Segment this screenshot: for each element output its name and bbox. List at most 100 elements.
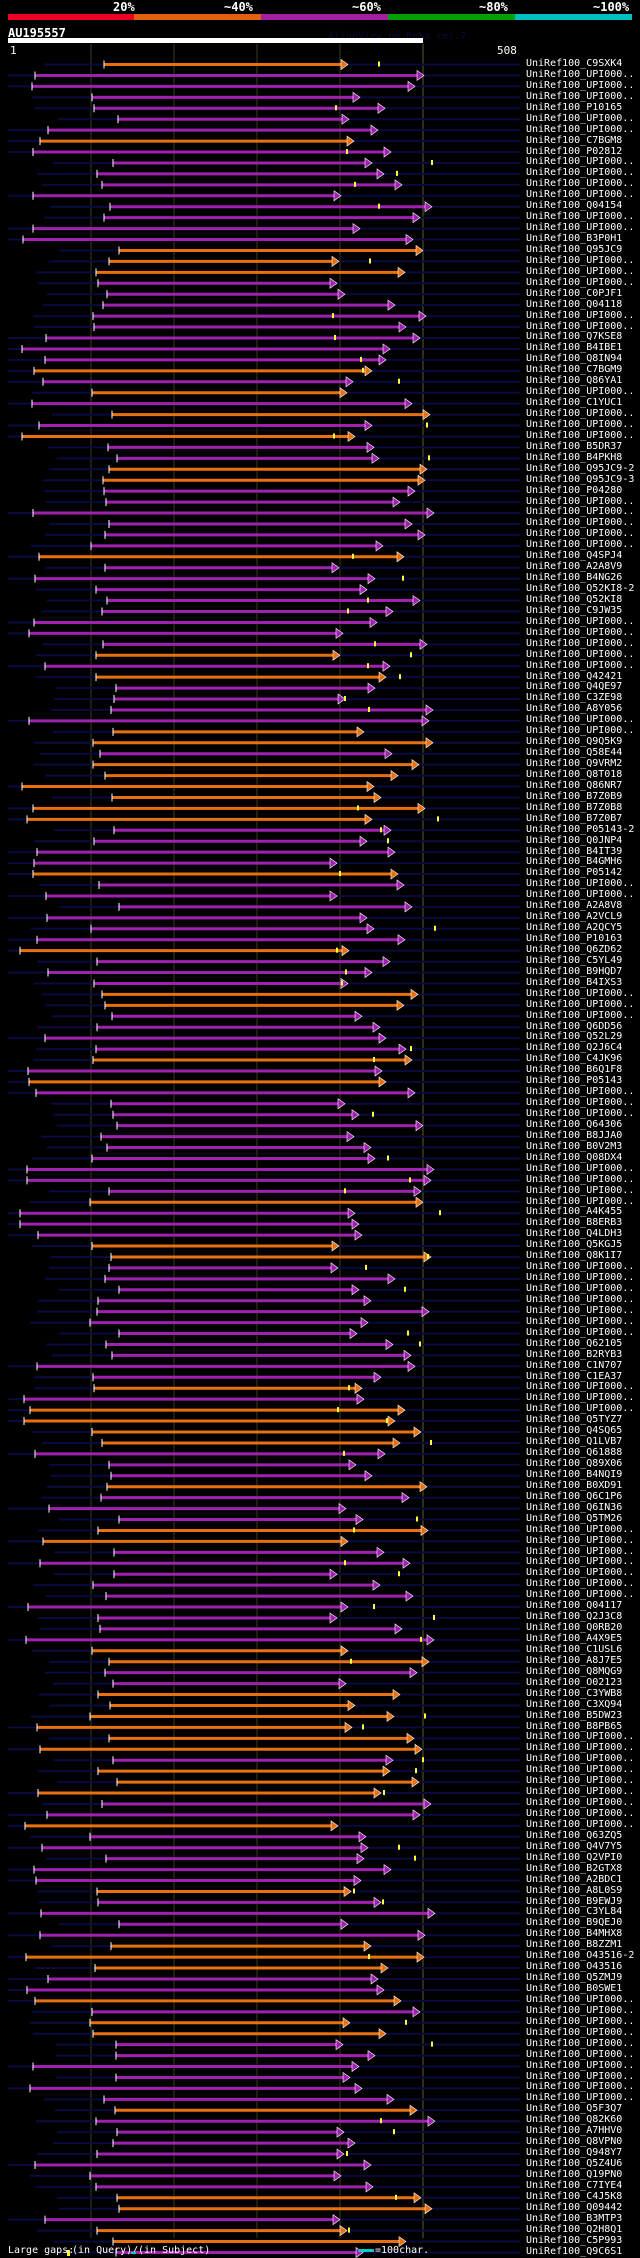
hit-label[interactable]: UniRef100_UPI000.. xyxy=(526,539,635,551)
hit-label[interactable]: UniRef100_Q0RB20 xyxy=(526,1622,623,1634)
hit-label[interactable]: UniRef100_C9SXK4 xyxy=(526,58,623,69)
hit-label[interactable]: UniRef100_A2VCL9 xyxy=(526,911,623,923)
hit-label[interactable]: UniRef100_Q1LVB7 xyxy=(526,1436,623,1448)
hit-label[interactable]: UniRef100_B2GTX8 xyxy=(526,1862,623,1874)
hit-label[interactable]: UniRef100_UPI000.. xyxy=(526,189,635,201)
hit-label[interactable]: UniRef100_C1N707 xyxy=(526,1359,623,1371)
hit-label[interactable]: UniRef100_B5DW23 xyxy=(526,1709,623,1721)
hit-label[interactable]: UniRef100_B3MTP3 xyxy=(526,2212,623,2224)
hit-label[interactable]: UniRef100_Q5Z4U6 xyxy=(526,2158,623,2169)
hit-label[interactable]: UniRef100_B7Z0B9 xyxy=(526,790,623,802)
hit-label[interactable]: UniRef100_UPI000.. xyxy=(526,1578,635,1590)
hit-label[interactable]: UniRef100_B5DR37 xyxy=(526,440,623,452)
hit-label[interactable]: UniRef100_B8JJA0 xyxy=(526,1129,623,1141)
hit-label[interactable]: UniRef100_A2BDC1 xyxy=(526,1873,623,1885)
hit-label[interactable]: UniRef100_UPI000.. xyxy=(526,112,635,124)
hit-label[interactable]: UniRef100_UPI000.. xyxy=(526,2048,635,2060)
hit-label[interactable]: UniRef100_UPI000.. xyxy=(526,1326,635,1338)
hit-label[interactable]: UniRef100_Q42421 xyxy=(526,670,623,682)
hit-label[interactable]: UniRef100_Q64306 xyxy=(526,1118,623,1130)
hit-label[interactable]: UniRef100_UPI000.. xyxy=(526,1523,635,1535)
hit-label[interactable]: UniRef100_Q95JC9 xyxy=(526,243,623,255)
hit-label[interactable]: UniRef100_Q86YA1 xyxy=(526,375,623,387)
hit-label[interactable]: UniRef100_C4J5K8 xyxy=(526,2190,623,2202)
hit-label[interactable]: UniRef100_C5YL49 xyxy=(526,954,623,966)
hit-label[interactable]: UniRef100_Q4SQ65 xyxy=(526,1425,623,1437)
hit-label[interactable]: UniRef100_C9JW35 xyxy=(526,604,623,616)
hit-label[interactable]: UniRef100_B9HQD7 xyxy=(526,965,623,977)
hit-label[interactable]: UniRef100_UPI000.. xyxy=(526,1315,635,1327)
hit-label[interactable]: UniRef100_UPI000.. xyxy=(526,517,635,529)
hit-label[interactable]: UniRef100_UPI000.. xyxy=(526,1589,635,1601)
hit-label[interactable]: UniRef100_B4IXS3 xyxy=(526,976,623,988)
hit-label[interactable]: UniRef100_O43516-2 xyxy=(526,1950,635,1962)
hit-label[interactable]: UniRef100_B0V2M3 xyxy=(526,1140,623,1152)
hit-label[interactable]: UniRef100_UPI000.. xyxy=(526,1272,635,1284)
hit-label[interactable]: UniRef100_O02123 xyxy=(526,1676,623,1688)
hit-label[interactable]: UniRef100_UPI000.. xyxy=(526,2070,635,2082)
hit-label[interactable]: UniRef100_UPI000.. xyxy=(526,1097,635,1109)
hit-label[interactable]: UniRef100_UPI000.. xyxy=(526,1086,635,1098)
hit-label[interactable]: UniRef100_UPI000.. xyxy=(526,309,635,321)
hit-label[interactable]: UniRef100_UPI000.. xyxy=(526,2037,635,2049)
hit-label[interactable]: UniRef100_B7Z0B8 xyxy=(526,801,623,813)
hit-label[interactable]: UniRef100_Q9Q5K9 xyxy=(526,736,623,748)
hit-label[interactable]: UniRef100_P05142 xyxy=(526,867,623,879)
hit-label[interactable]: UniRef100_UPI000.. xyxy=(526,167,635,179)
hit-label[interactable]: UniRef100_Q62105 xyxy=(526,1337,623,1349)
hit-label[interactable]: UniRef100_UPI000.. xyxy=(526,408,635,419)
hit-label[interactable]: UniRef100_A8Y056 xyxy=(526,703,623,715)
hit-label[interactable]: UniRef100_UPI000.. xyxy=(526,68,635,80)
hit-label[interactable]: UniRef100_C3XQ94 xyxy=(526,1698,623,1710)
hit-label[interactable]: UniRef100_UPI000.. xyxy=(526,1304,635,1316)
hit-label[interactable]: UniRef100_UPI000.. xyxy=(526,1184,635,1196)
hit-label[interactable]: UniRef100_UPI000.. xyxy=(526,495,635,507)
hit-label[interactable]: UniRef100_C1EA37 xyxy=(526,1370,623,1382)
hit-label[interactable]: UniRef100_C7BGM8 xyxy=(526,134,623,146)
hit-label[interactable]: UniRef100_B8ERB3 xyxy=(526,1217,623,1229)
hit-label[interactable]: UniRef100_P05143-2 xyxy=(526,823,635,835)
hit-label[interactable]: UniRef100_UPI000.. xyxy=(526,156,635,168)
hit-label[interactable]: UniRef100_Q6DD56 xyxy=(526,1020,623,1032)
hit-label[interactable]: UniRef100_UPI000.. xyxy=(526,265,635,277)
hit-label[interactable]: UniRef100_Q9VRM2 xyxy=(526,758,623,769)
hit-label[interactable]: UniRef100_B4PKH8 xyxy=(526,451,623,463)
hit-label[interactable]: UniRef100_Q5F3Q7 xyxy=(526,2103,623,2115)
hit-label[interactable]: UniRef100_UPI000.. xyxy=(526,714,635,726)
hit-label[interactable]: UniRef100_C4JK96 xyxy=(526,1053,623,1065)
hit-label[interactable]: UniRef100_B4GMH6 xyxy=(526,856,623,868)
hit-label[interactable]: UniRef100_Q4SPJ4 xyxy=(526,550,623,562)
hit-label[interactable]: UniRef100_Q09442 xyxy=(526,2201,623,2213)
hit-label[interactable]: UniRef100_Q6ZD62 xyxy=(526,943,623,955)
hit-label[interactable]: UniRef100_UPI000.. xyxy=(526,222,635,234)
hit-label[interactable]: UniRef100_A8L0S9 xyxy=(526,1884,623,1896)
hit-label[interactable]: UniRef100_B4NG26 xyxy=(526,572,623,584)
hit-label[interactable]: UniRef100_Q86NR7 xyxy=(526,779,623,791)
hit-label[interactable]: UniRef100_Q95JC9-2 xyxy=(526,462,635,474)
hit-label[interactable]: UniRef100_UPI000.. xyxy=(526,1764,635,1776)
hit-label[interactable]: UniRef100_Q8MQG9 xyxy=(526,1665,623,1677)
hit-label[interactable]: UniRef100_UPI000.. xyxy=(526,659,635,671)
hit-label[interactable]: UniRef100_Q19PN0 xyxy=(526,2168,623,2180)
hit-label[interactable]: UniRef100_Q61888 xyxy=(526,1447,623,1459)
hit-label[interactable]: UniRef100_UPI000.. xyxy=(526,1753,635,1765)
hit-label[interactable]: UniRef100_C3ZE98 xyxy=(526,692,623,704)
hit-label[interactable]: UniRef100_UPI000.. xyxy=(526,1545,635,1557)
hit-label[interactable]: UniRef100_UPI000.. xyxy=(526,1808,635,1819)
hit-label[interactable]: UniRef100_P10165 xyxy=(526,101,623,113)
hit-label[interactable]: UniRef100_UPI000.. xyxy=(526,276,635,288)
hit-label[interactable]: UniRef100_B7Z0B7 xyxy=(526,812,623,824)
hit-label[interactable]: UniRef100_UPI000.. xyxy=(526,1797,635,1809)
hit-label[interactable]: UniRef100_UPI000.. xyxy=(526,648,635,660)
hit-label[interactable]: UniRef100_UPI000.. xyxy=(526,1567,635,1579)
hit-label[interactable]: UniRef100_UPI000.. xyxy=(526,1775,635,1787)
hit-label[interactable]: UniRef100_B9EWJ9 xyxy=(526,1895,623,1907)
hit-label[interactable]: UniRef100_UPI000.. xyxy=(526,725,635,737)
hit-label[interactable]: UniRef100_Q04154 xyxy=(526,200,623,212)
hit-label[interactable]: UniRef100_Q948Y7 xyxy=(526,2147,623,2159)
hit-label[interactable]: UniRef100_Q52KI8 xyxy=(526,593,623,605)
hit-label[interactable]: UniRef100_UPI000.. xyxy=(526,1173,635,1185)
hit-label[interactable]: UniRef100_Q04117 xyxy=(526,1600,623,1612)
hit-label[interactable]: UniRef100_UPI000.. xyxy=(526,528,635,540)
hit-label[interactable]: UniRef100_C1YUC1 xyxy=(526,397,623,409)
